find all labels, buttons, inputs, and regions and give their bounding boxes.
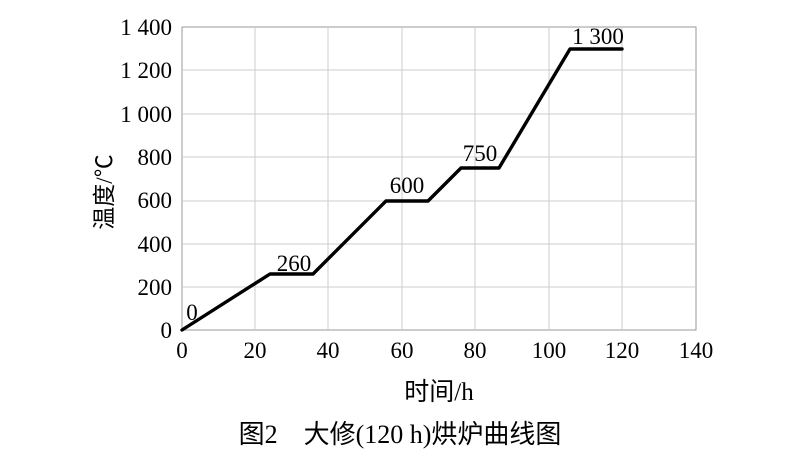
svg-text:0: 0 [186, 300, 198, 325]
svg-text:40: 40 [317, 338, 340, 363]
svg-text:1 400: 1 400 [120, 15, 172, 40]
svg-text:200: 200 [138, 275, 173, 300]
svg-text:温度/℃: 温度/℃ [92, 154, 117, 229]
svg-text:600: 600 [390, 173, 425, 198]
svg-text:0: 0 [161, 318, 173, 343]
svg-text:0: 0 [176, 338, 188, 363]
svg-text:时间/h: 时间/h [404, 378, 474, 406]
svg-text:750: 750 [463, 141, 498, 166]
svg-text:图2 大修(120 h)烘炉曲线图: 图2 大修(120 h)烘炉曲线图 [239, 420, 562, 449]
svg-text:400: 400 [138, 232, 173, 257]
svg-text:80: 80 [464, 338, 487, 363]
svg-text:260: 260 [277, 251, 312, 276]
svg-text:60: 60 [391, 338, 414, 363]
svg-text:600: 600 [138, 188, 173, 213]
svg-text:1 200: 1 200 [120, 58, 172, 83]
svg-text:120: 120 [605, 338, 640, 363]
svg-text:800: 800 [138, 145, 173, 170]
svg-text:1 300: 1 300 [572, 24, 624, 49]
svg-text:1 000: 1 000 [120, 102, 172, 127]
svg-text:20: 20 [244, 338, 267, 363]
svg-text:100: 100 [532, 338, 567, 363]
svg-text:140: 140 [679, 338, 714, 363]
